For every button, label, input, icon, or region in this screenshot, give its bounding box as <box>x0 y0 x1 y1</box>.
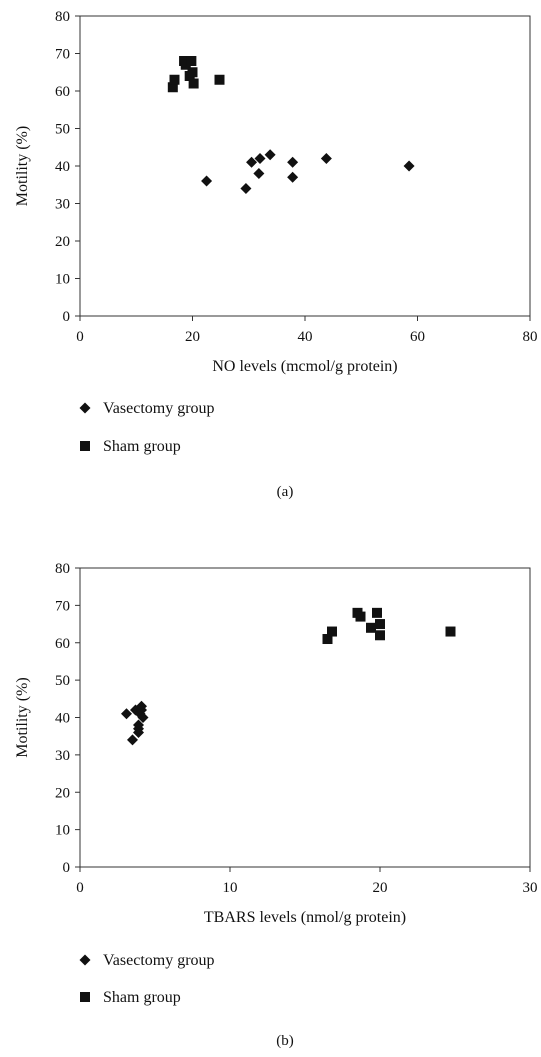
x-tick-label: 0 <box>76 329 84 345</box>
data-point-square <box>372 607 382 618</box>
data-point-diamond <box>133 723 144 735</box>
data-point-square <box>187 67 198 78</box>
y-tick-label: 40 <box>55 711 70 727</box>
legend-label: Vasectomy group <box>103 400 215 417</box>
series-1 <box>201 149 415 194</box>
legend-diamond-marker <box>79 402 91 414</box>
y-tick-label: 30 <box>55 197 70 213</box>
y-tick-label: 60 <box>55 636 70 652</box>
x-tick-label: 20 <box>373 880 388 896</box>
data-point-diamond <box>320 153 332 164</box>
data-point-diamond <box>127 734 138 746</box>
y-tick-label: 40 <box>55 159 70 175</box>
y-tick-label: 60 <box>55 84 70 100</box>
series-2 <box>322 607 456 645</box>
data-point-diamond <box>254 153 266 164</box>
data-point-square <box>167 82 178 93</box>
data-point-diamond <box>121 708 132 720</box>
y-tick-label: 0 <box>63 309 71 325</box>
data-point-diamond <box>287 171 299 183</box>
data-point-square <box>180 59 191 70</box>
panel-caption: (b) <box>276 1033 294 1049</box>
legend-square-marker <box>80 992 90 1002</box>
y-tick-label: 70 <box>55 47 70 63</box>
data-point-square <box>375 619 385 630</box>
data-point-square <box>214 74 225 85</box>
chart-panel-2: 0 10 20 30 40 50 60 70 80 0 10 20 30 TBARS levels (nm… <box>14 561 538 1049</box>
legend-label: Sham group <box>103 438 181 455</box>
legend-square-marker <box>80 441 90 451</box>
legend-label: Vasectomy group <box>103 952 215 969</box>
data-point-diamond <box>253 168 265 179</box>
y-tick-label: 80 <box>55 561 70 577</box>
panel-caption: (a) <box>277 484 294 500</box>
y-tick-label: 10 <box>55 823 70 839</box>
data-point-diamond <box>240 183 252 194</box>
plot-area <box>79 15 531 317</box>
y-tick-label: 50 <box>55 673 70 689</box>
x-tick-label: 10 <box>223 880 238 896</box>
data-point-square <box>322 634 333 645</box>
data-point-diamond <box>403 160 415 172</box>
data-point-diamond <box>246 156 258 168</box>
data-point-square <box>375 630 385 641</box>
x-tick-label: 20 <box>185 329 200 345</box>
y-tick-label: 10 <box>55 272 70 288</box>
legend-diamond-marker <box>79 954 91 966</box>
data-point-diamond <box>136 700 147 712</box>
data-point-square <box>445 626 456 637</box>
y-tick-label: 20 <box>55 785 70 801</box>
y-tick-label: 50 <box>55 122 70 138</box>
data-point-square <box>169 74 180 85</box>
y-tick-label: 70 <box>55 598 70 614</box>
legend-label: Sham group <box>103 989 181 1006</box>
legend: Vasectomy group Sham group <box>79 400 215 455</box>
x-tick-label: 60 <box>410 329 425 345</box>
x-tick-label: 40 <box>298 329 313 345</box>
y-tick-label: 30 <box>55 748 70 764</box>
x-axis-label: NO levels (mcmol/g protein) <box>212 358 397 375</box>
data-point-diamond <box>201 175 213 187</box>
data-point-diamond <box>287 156 299 168</box>
data-point-square <box>188 78 199 89</box>
series-2 <box>167 56 225 93</box>
x-tick-label: 30 <box>523 880 538 896</box>
y-tick-label: 20 <box>55 234 70 250</box>
x-tick-label: 0 <box>76 880 84 896</box>
data-point-diamond <box>137 712 149 723</box>
y-axis-label: Motility (%) <box>14 677 31 757</box>
data-point-square <box>355 611 366 622</box>
data-point-square <box>186 56 197 66</box>
y-tick-label: 80 <box>55 9 70 25</box>
chart-panel-1: 0 10 20 30 40 50 60 70 80 0 20 40 60 80 NO levels (mcm… <box>14 9 538 500</box>
series-1 <box>121 700 149 746</box>
y-axis-label: Motility (%) <box>14 126 31 206</box>
y-tick-label: 0 <box>63 860 71 876</box>
legend: Vasectomy group Sham group <box>79 952 215 1006</box>
x-tick-label: 80 <box>523 329 538 345</box>
data-point-diamond <box>264 149 276 161</box>
x-axis-label: TBARS levels (nmol/g protein) <box>204 909 406 926</box>
data-point-square <box>366 622 376 633</box>
data-point-square <box>327 626 337 637</box>
